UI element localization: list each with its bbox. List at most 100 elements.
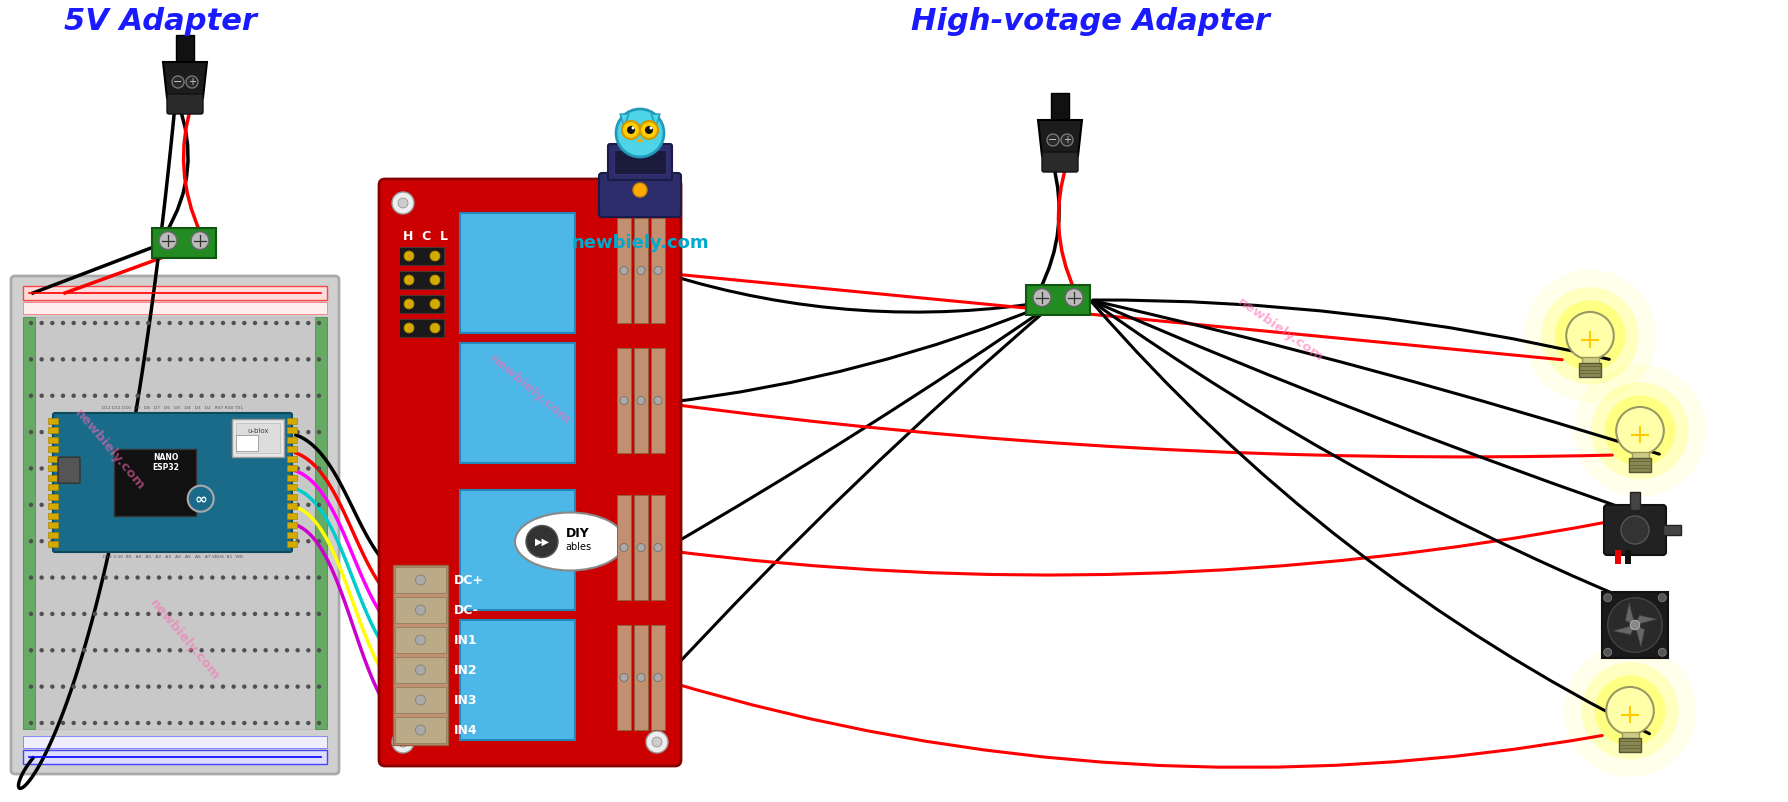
Bar [651,625,665,730]
Circle shape [316,430,322,435]
Circle shape [316,394,322,398]
Text: newbiely.com: newbiely.com [147,597,224,683]
Circle shape [263,394,268,398]
FancyBboxPatch shape [1604,505,1666,555]
Circle shape [168,539,172,544]
Circle shape [39,430,45,435]
Circle shape [104,539,107,544]
Circle shape [61,430,64,435]
Circle shape [157,466,161,471]
Circle shape [274,648,279,653]
Circle shape [274,721,279,725]
Circle shape [50,357,54,362]
Bar [460,213,576,333]
Circle shape [220,539,225,544]
Circle shape [1616,407,1665,455]
Circle shape [72,575,75,580]
Circle shape [241,575,247,580]
Circle shape [61,721,64,725]
Bar [23,317,327,729]
Bar [288,447,297,452]
Circle shape [82,648,86,653]
Circle shape [415,725,426,735]
Circle shape [147,321,150,325]
Circle shape [179,648,182,653]
Circle shape [172,76,184,88]
Circle shape [620,544,628,552]
Circle shape [29,430,34,435]
Circle shape [82,430,86,435]
FancyBboxPatch shape [54,413,291,552]
Circle shape [93,394,97,398]
Circle shape [211,321,215,325]
Circle shape [147,466,150,471]
Circle shape [136,539,139,544]
Bar [48,494,57,500]
Circle shape [190,721,193,725]
Circle shape [136,430,139,435]
Circle shape [147,394,150,398]
Text: IN2: IN2 [454,663,477,677]
Circle shape [220,430,225,435]
Circle shape [200,575,204,580]
Circle shape [252,612,257,616]
Circle shape [125,575,129,580]
Circle shape [654,266,662,274]
Circle shape [147,539,150,544]
Bar [152,228,216,258]
Text: u-blox: u-blox [247,428,268,434]
Text: ▶▶: ▶▶ [535,537,549,546]
Circle shape [82,321,86,325]
Circle shape [125,684,129,689]
Circle shape [1066,289,1084,306]
Circle shape [50,612,54,616]
Text: newbiely.com: newbiely.com [1234,295,1325,364]
Bar [288,418,297,424]
Circle shape [157,721,161,725]
Circle shape [104,394,107,398]
FancyBboxPatch shape [57,457,80,483]
Circle shape [200,394,204,398]
Circle shape [295,539,300,544]
Circle shape [29,648,34,653]
Circle shape [220,684,225,689]
Circle shape [1657,648,1666,656]
Circle shape [50,648,54,653]
Circle shape [284,721,290,725]
Bar [395,627,445,653]
Circle shape [200,648,204,653]
Text: H  C  L: H C L [402,230,449,244]
Circle shape [645,731,669,753]
Circle shape [1573,364,1706,497]
Circle shape [274,357,279,362]
Circle shape [263,321,268,325]
Bar [48,522,57,528]
Circle shape [306,684,311,689]
Bar [23,750,327,764]
Circle shape [136,357,139,362]
Circle shape [39,684,45,689]
Circle shape [1566,312,1615,359]
Circle shape [125,648,129,653]
Circle shape [295,430,300,435]
Circle shape [82,721,86,725]
Circle shape [415,575,426,585]
Circle shape [190,575,193,580]
Circle shape [220,721,225,725]
Circle shape [157,648,161,653]
Circle shape [274,539,279,544]
Circle shape [136,721,139,725]
Circle shape [147,575,150,580]
Circle shape [295,466,300,471]
Circle shape [274,466,279,471]
Bar [48,503,57,509]
Circle shape [82,539,86,544]
Circle shape [252,503,257,507]
Circle shape [61,648,64,653]
Circle shape [114,684,118,689]
Polygon shape [1634,615,1657,625]
Bar [1663,525,1681,535]
Circle shape [274,430,279,435]
Circle shape [147,684,150,689]
Circle shape [125,466,129,471]
